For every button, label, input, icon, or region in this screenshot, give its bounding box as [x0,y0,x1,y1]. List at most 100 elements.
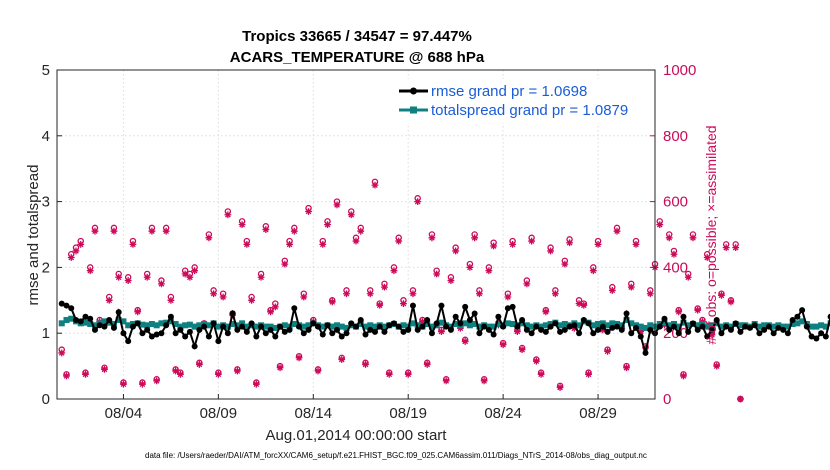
rmse-point [604,328,611,335]
totalspread-point [822,323,829,330]
rmse-point [253,333,260,340]
y-tick-label-right: 0 [663,391,671,408]
obs-assimilated-marker [172,367,180,375]
rmse-point [523,326,530,333]
totalspread-point [291,320,298,327]
totalspread-point [789,320,796,327]
rmse-point [419,323,426,330]
rmse-point [163,322,170,329]
obs-assimilated-marker [504,293,512,301]
y-tick-label-left: 3 [42,194,50,211]
obs-assimilated-marker [352,237,360,245]
obs-assimilated-marker [252,380,260,388]
rmse-point [343,330,350,337]
totalspread-point [756,323,763,330]
y-tick-label-left: 5 [42,62,50,79]
rmse-point [201,323,208,330]
totalspread-point [452,320,459,327]
rmse-point [642,349,649,356]
totalspread-point [794,320,801,327]
x-tick-label: 08/19 [389,405,427,422]
obs-assimilated-marker [295,354,303,362]
obs-assimilated-marker [343,290,350,298]
totalspread-point [267,323,274,330]
rmse-point [262,330,269,337]
totalspread-point [139,321,146,328]
obs-assimilated-marker [708,331,716,339]
totalspread-point [813,323,820,330]
obs-assimilated-marker [623,364,630,372]
totalspread-point [561,320,568,327]
obs-assimilated-marker [381,283,388,291]
obs-assimilated-marker [186,273,194,281]
obs-assimilated-marker [86,267,94,275]
rmse-point [803,323,810,330]
totalspread-point [680,319,687,326]
rmse-point [746,324,753,331]
rmse-point [495,313,502,320]
obs-assimilated-marker [110,227,118,235]
plot-area [57,70,655,399]
rmse-point [775,324,782,331]
rmse-point [633,324,640,331]
y-tick-label-left: 4 [42,128,50,145]
obs-assimilated-marker [694,306,702,314]
obs-assimilated-marker [385,370,393,378]
obs-assimilated-marker [461,338,469,345]
totalspread-point [595,320,602,327]
totalspread-point [462,320,469,327]
x-tick-label: 08/04 [105,405,143,422]
obs-assimilated-marker [404,370,412,378]
obs-assimilated-marker [134,308,142,316]
totalspread-point [523,322,530,329]
legend: rmse grand pr = 1.0698 totalspread grand… [397,79,647,123]
obs-assimilated-marker [195,361,203,368]
y-axis-label-right: # of obs: o=possible; ×=assimilated [703,125,719,344]
obs-assimilated-marker [447,277,455,284]
rmse-point [353,323,359,330]
rmse-point [296,323,303,330]
rmse-point [614,323,621,330]
obs-assimilated-marker [400,300,407,307]
obs-assimilated-marker [271,303,279,311]
totalspread-point [172,320,179,327]
rmse-point [144,326,151,333]
totalspread-point [604,322,611,329]
rmse-point [277,323,284,330]
obs-assimilated-marker [656,221,664,229]
obs-assimilated-marker [608,287,616,294]
totalspread-point [125,322,132,329]
obs-assimilated-marker [604,347,611,355]
totalspread-point [305,322,312,329]
rmse-point [818,330,825,337]
rmse-point [258,323,265,330]
obs-assimilated-marker [718,291,725,299]
rmse-point [106,317,113,324]
totalspread-point [694,322,701,329]
rmse-point [618,326,625,333]
rmse-point [514,323,521,330]
obs-assimilated-marker [347,211,355,219]
totalspread-point [177,323,184,330]
obs-assimilated-marker [305,208,312,215]
rmse-point [224,330,231,337]
rmse-point [756,330,763,337]
obs-assimilated-marker [390,267,398,275]
obs-assimilated-marker [737,395,744,403]
obs-assimilated-marker [120,380,127,388]
obs-assimilated-marker [286,240,293,248]
rmse-point [533,323,540,330]
obs-assimilated-marker [646,290,654,298]
rmse-point [234,326,241,333]
totalspread-point [362,323,369,330]
y-tick-label-right: 400 [663,259,688,276]
rmse-point [87,315,94,322]
obs-assimilated-marker [537,370,545,378]
obs-assimilated-marker [148,227,156,235]
rmse-point [91,326,98,333]
obs-assimilated-marker [727,298,735,306]
totalspread-point [334,322,341,329]
obs-assimilated-marker [665,234,673,242]
rmse-point [628,330,635,337]
obs-assimilated-marker [77,240,85,248]
